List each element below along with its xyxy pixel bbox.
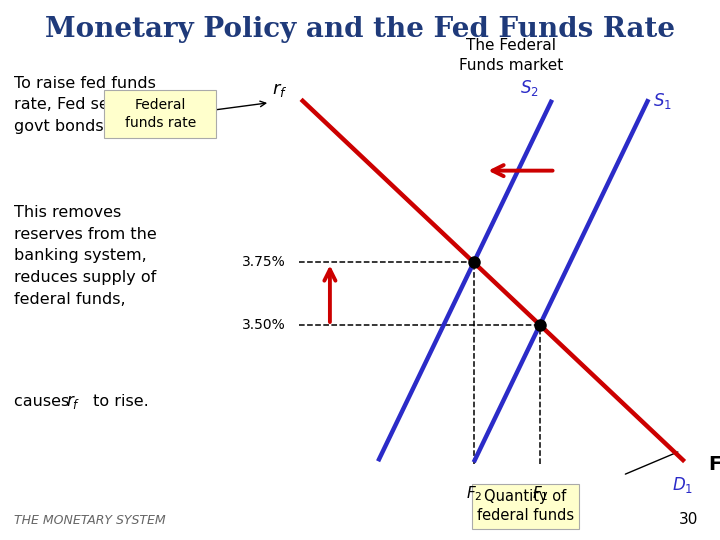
Text: $r_f$: $r_f$ [66, 393, 81, 411]
Text: $\mathbf{F}$: $\mathbf{F}$ [708, 455, 720, 474]
Text: causes: causes [14, 394, 75, 409]
Text: Quantity of
federal funds: Quantity of federal funds [477, 489, 574, 523]
Text: $D_1$: $D_1$ [672, 475, 693, 495]
Text: THE MONETARY SYSTEM: THE MONETARY SYSTEM [14, 514, 166, 526]
Text: Monetary Policy and the Fed Funds Rate: Monetary Policy and the Fed Funds Rate [45, 16, 675, 43]
Text: $S_2$: $S_2$ [520, 78, 539, 98]
Text: 3.75%: 3.75% [241, 255, 285, 269]
Text: 3.50%: 3.50% [241, 318, 285, 332]
FancyBboxPatch shape [104, 90, 216, 138]
Text: $S_1$: $S_1$ [653, 91, 672, 111]
Text: 30: 30 [679, 511, 698, 526]
Text: $r_f$: $r_f$ [271, 81, 287, 99]
Text: $F_1$: $F_1$ [531, 484, 548, 503]
Text: This removes
reserves from the
banking system,
reduces supply of
federal funds,: This removes reserves from the banking s… [14, 205, 157, 307]
Text: To raise fed funds
rate, Fed sells
govt bonds (OMO),: To raise fed funds rate, Fed sells govt … [14, 76, 166, 134]
Text: Federal
funds rate: Federal funds rate [125, 98, 196, 130]
Text: $F_2$: $F_2$ [466, 484, 482, 503]
Text: to rise.: to rise. [88, 394, 148, 409]
Text: The Federal
Funds market: The Federal Funds market [459, 38, 563, 72]
